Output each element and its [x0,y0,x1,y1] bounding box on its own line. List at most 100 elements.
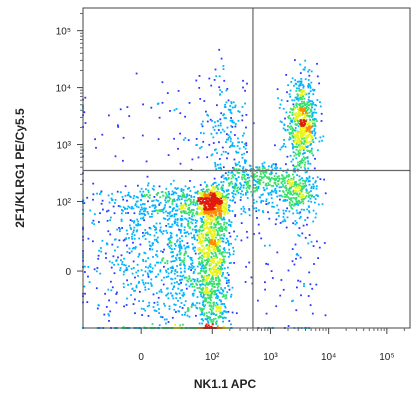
event-dot [226,204,228,207]
event-dot [186,314,189,317]
event-dot [220,131,222,134]
event-dot [276,167,278,169]
event-dot [209,238,211,241]
event-dot [193,236,195,239]
event-dot [305,140,308,143]
event-dot [225,117,227,119]
event-dot [302,179,304,182]
event-dot [209,259,212,261]
event-dot [209,246,211,249]
event-dot [262,171,265,174]
event-dot [107,209,110,212]
event-dot [216,231,219,234]
event-dot [194,268,197,271]
event-dot [234,106,236,109]
event-dot [202,283,205,286]
event-dot [184,205,187,207]
event-dot [93,223,96,226]
event-dot [197,192,200,195]
event-dot [187,233,190,235]
event-dot [188,204,190,207]
event-dot [167,321,170,323]
event-dot [197,197,200,199]
event-dot [308,176,311,179]
event-dot [201,197,204,200]
event-dot [164,262,166,264]
event-dot [113,272,116,275]
event-dot [220,176,223,178]
event-dot [297,112,299,115]
event-dot [230,137,232,140]
event-dot [216,274,219,277]
event-dot [189,280,192,282]
event-dot [192,209,195,212]
event-dot [199,239,202,242]
event-dot [155,231,158,234]
event-dot [212,277,214,280]
event-dot [199,229,201,232]
event-dot [200,198,203,201]
event-dot [142,216,145,219]
event-dot [237,110,240,112]
event-dot [225,202,228,205]
event-dot [157,261,160,264]
event-dot [183,211,185,213]
event-dot [296,146,299,148]
event-dot [298,235,301,237]
event-dot [159,226,162,229]
event-dot [300,208,303,211]
event-dot [148,197,151,199]
event-dot [302,68,305,71]
event-dot [211,290,214,293]
event-dot [246,82,248,85]
event-dot [183,270,186,273]
event-dot [204,232,207,235]
event-dot [197,230,200,232]
event-dot [199,256,202,259]
event-dot [163,248,165,251]
event-dot [246,180,249,183]
event-dot [265,198,268,201]
event-dot [305,128,307,131]
event-dot [232,176,235,179]
event-dot [165,193,168,196]
event-dot [99,272,102,275]
event-dot [202,203,205,206]
event-dot [225,296,228,299]
event-dot [292,184,294,187]
event-dot [191,236,193,239]
event-dot [212,320,215,322]
event-dot [158,312,160,314]
event-dot [289,111,291,114]
event-dot [310,108,312,111]
event-dot [208,213,210,215]
event-dot [197,252,200,255]
event-dot [165,322,167,325]
event-dot [287,180,290,182]
event-dot [219,273,221,275]
event-dot [230,177,233,180]
event-dot [219,310,222,312]
event-dot [311,140,313,143]
event-dot [195,210,198,213]
event-dot [243,184,245,187]
event-dot [305,190,308,192]
event-dot [89,209,92,212]
event-dot [231,210,234,212]
event-dot [265,176,268,178]
event-dot [144,270,147,273]
event-dot [215,297,217,299]
event-dot [241,153,243,156]
event-dot [198,233,201,236]
event-dot [202,292,205,294]
event-dot [141,314,143,316]
event-dot [291,260,294,263]
event-dot [225,209,228,212]
event-dot [140,206,143,209]
event-dot [232,166,234,169]
event-dot [179,240,181,243]
event-dot [201,275,204,278]
event-dot [223,223,225,226]
event-dot [295,309,298,312]
event-dot [207,210,210,212]
